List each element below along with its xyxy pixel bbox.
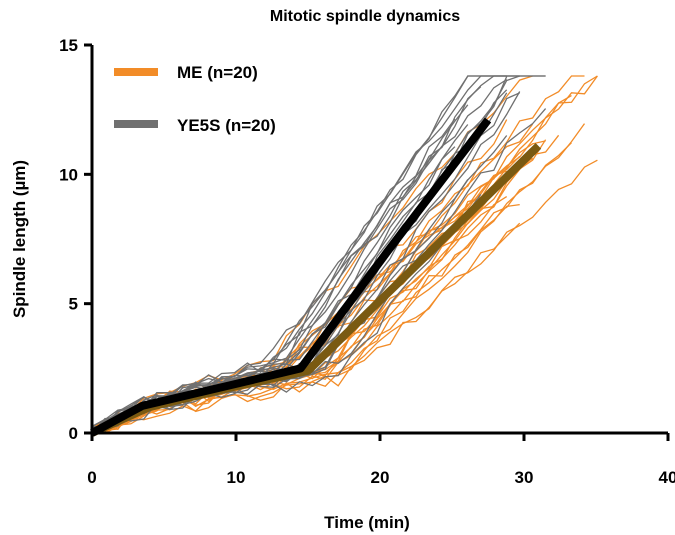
legend: ME (n=20) YE5S (n=20) [114, 63, 276, 135]
mean-lines [90, 117, 542, 437]
me-trace [91, 75, 598, 427]
x-tick-label: 40 [659, 468, 675, 487]
legend-label-ye5s: YE5S (n=20) [177, 116, 276, 135]
x-tick-label: 30 [515, 468, 534, 487]
y-tick-label: 0 [69, 424, 78, 443]
y-tick-label: 15 [59, 36, 78, 55]
me-trace [91, 158, 533, 434]
x-tick-label: 10 [227, 468, 246, 487]
me-mean-line [90, 143, 542, 437]
y-tick-label: 10 [59, 165, 78, 184]
ye5s-trace [91, 108, 547, 434]
ye5s-mean-line [90, 117, 492, 437]
x-axis-ticks: 0 10 20 30 40 [87, 433, 675, 487]
x-tick-label: 0 [87, 468, 96, 487]
me-trace [91, 75, 585, 434]
ye5s-trace [91, 194, 482, 430]
me-trace [91, 139, 547, 434]
y-tick-label: 5 [69, 295, 78, 314]
y-axis-ticks: 0 5 10 15 [59, 36, 92, 443]
me-individual-traces [91, 75, 598, 434]
legend-label-me: ME (n=20) [177, 63, 258, 82]
y-axis-label: Spindle length (µm) [10, 160, 29, 318]
me-trace [91, 140, 546, 434]
chart-title: Mitotic spindle dynamics [270, 8, 460, 25]
me-trace [91, 203, 520, 434]
x-axis-label: Time (min) [324, 513, 410, 532]
me-trace [91, 75, 598, 434]
me-trace [91, 119, 508, 428]
x-tick-label: 20 [371, 468, 390, 487]
me-trace [92, 157, 534, 434]
ye5s-trace [91, 75, 546, 434]
